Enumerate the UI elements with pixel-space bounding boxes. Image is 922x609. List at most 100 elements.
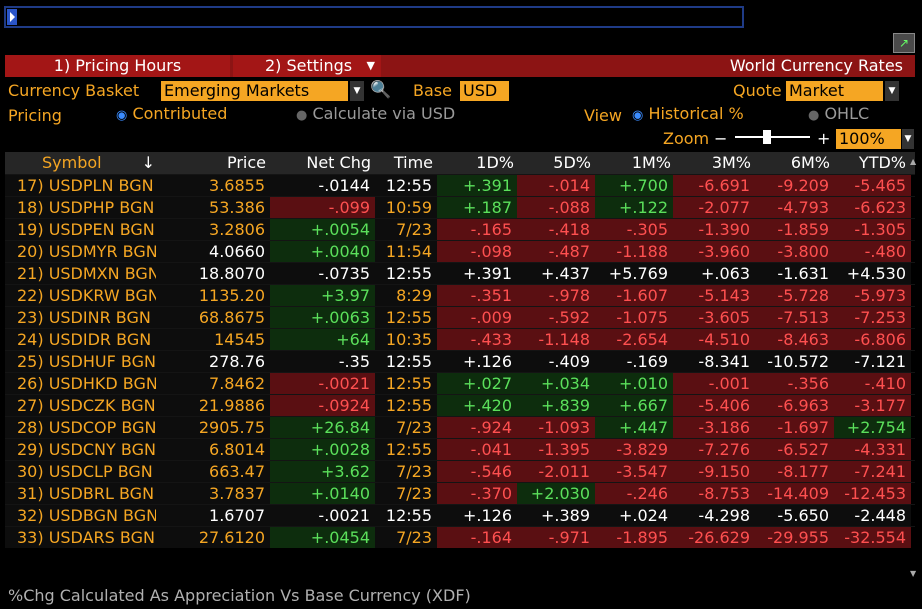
cell-time: 12:55: [375, 373, 437, 394]
cell-d1: -.370: [437, 483, 517, 504]
cell-sym[interactable]: 29) USDCNY BGN: [5, 439, 156, 460]
cell-m1: +.024: [595, 505, 673, 526]
table-row[interactable]: 26) USDHKD BGN 7.8462 -.0021 12:55 +.027 +.03…: [5, 372, 915, 394]
cell-m3: -3.960: [673, 241, 755, 262]
cell-sym[interactable]: 23) USDINR BGN: [5, 307, 156, 328]
base-field[interactable]: USD: [460, 81, 509, 101]
radio-unselected-icon: ●: [808, 108, 820, 123]
cell-sym[interactable]: 24) USDIDR BGN: [5, 329, 156, 350]
cell-d5: -.088: [517, 197, 595, 218]
header-1m[interactable]: 1M%: [631, 153, 671, 172]
chevron-down-icon[interactable]: ▼: [350, 81, 364, 101]
table-row[interactable]: 24) USDIDR BGN 14545 +64 10:35 -.433 -1.148 -2…: [5, 328, 915, 350]
cell-netchg: +64: [270, 329, 375, 350]
view-historical-radio[interactable]: ◉ Historical %: [632, 103, 744, 127]
header-symbol[interactable]: Symbol: [42, 153, 102, 172]
header-1d[interactable]: 1D%: [476, 153, 514, 172]
cell-sym[interactable]: 21) USDMXN BGN: [5, 263, 160, 284]
scroll-down-icon[interactable]: ▼: [910, 569, 917, 578]
cell-d1: +.126: [437, 505, 517, 526]
table-row[interactable]: 20) USDMYR BGN 4.0660 +.0040 11:54 -.098 -.48…: [5, 240, 915, 262]
cell-price: 2905.75: [156, 417, 270, 438]
table-row[interactable]: 18) USDPHP BGN 53.386 -.099 10:59 +.187 -.088…: [5, 196, 915, 218]
radio-selected-icon: ◉: [116, 108, 128, 123]
zoom-out-button[interactable]: −: [714, 129, 728, 148]
table-row[interactable]: 33) USDARS BGN 27.6120 +.0454 7/23 -.164 -.97…: [5, 526, 915, 548]
toolbar: 1) Pricing Hours 2) Settings ▼ World Cur…: [5, 55, 915, 77]
cell-sym[interactable]: 26) USDHKD BGN: [5, 373, 158, 394]
cell-sym[interactable]: 32) USDBGN BGN: [5, 505, 158, 526]
cell-sym[interactable]: 19) USDPEN BGN: [5, 219, 156, 240]
zoom-in-button[interactable]: +: [817, 129, 831, 148]
table-row[interactable]: 17) USDPLN BGN 3.6855 -.0144 12:55 +.391 -.01…: [5, 174, 915, 196]
settings-button[interactable]: 2) Settings ▼: [233, 55, 381, 77]
cell-sym[interactable]: 30) USDCLP BGN: [5, 461, 156, 482]
header-price[interactable]: Price: [226, 153, 266, 172]
cell-sym[interactable]: 27) USDCZK BGN: [5, 395, 156, 416]
quote-dropdown[interactable]: Market: [786, 81, 883, 101]
table-row[interactable]: 30) USDCLP BGN 663.47 +3.62 7/23 -.546 -2.011…: [5, 460, 915, 482]
cell-m6: -8.177: [755, 461, 834, 482]
table-row[interactable]: 23) USDINR BGN 68.8675 +.0063 12:55 -.009 -.5…: [5, 306, 915, 328]
cell-m1: +5.769: [595, 263, 673, 284]
cell-sym[interactable]: 22) USDKRW BGN: [5, 285, 160, 306]
header-netchg[interactable]: Net Chg: [306, 153, 371, 172]
sort-arrow-icon[interactable]: ↓: [141, 153, 155, 172]
table-body: 17) USDPLN BGN 3.6855 -.0144 12:55 +.391 -.01…: [5, 174, 915, 548]
table-row[interactable]: 25) USDHUF BGN 278.76 -.35 12:55 +.126 -.409-…: [5, 350, 915, 372]
header-ytd[interactable]: YTD%: [858, 153, 906, 172]
cell-netchg: +26.84: [270, 417, 375, 438]
cell-m1: +.122: [595, 197, 673, 218]
cell-sym[interactable]: 31) USDBRL BGN: [5, 483, 156, 504]
pricing-hours-button[interactable]: 1) Pricing Hours: [5, 55, 230, 77]
cell-sym[interactable]: 17) USDPLN BGN: [5, 175, 156, 196]
header-3m[interactable]: 3M%: [711, 153, 751, 172]
cell-sym[interactable]: 33) USDARS BGN: [5, 527, 156, 548]
cell-time: 7/23: [375, 461, 437, 482]
currency-basket-dropdown[interactable]: Emerging Markets: [161, 81, 348, 101]
zoom-slider-track[interactable]: [735, 136, 810, 138]
zoom-dropdown[interactable]: 100%: [836, 129, 901, 149]
chevron-down-icon[interactable]: ▼: [902, 129, 914, 149]
export-icon[interactable]: ↗: [893, 33, 915, 53]
cell-price: 3.6855: [156, 175, 270, 196]
cell-sym[interactable]: 25) USDHUF BGN: [5, 351, 156, 372]
zoom-slider-handle[interactable]: [763, 130, 771, 144]
pricing-contributed-radio[interactable]: ◉ Contributed: [116, 103, 227, 127]
table-row[interactable]: 32) USDBGN BGN 1.6707 -.0021 12:55 +.126 +.38…: [5, 504, 915, 526]
header-5d[interactable]: 5D%: [553, 153, 591, 172]
cell-d1: +.187: [437, 197, 517, 218]
cell-m3: -3.605: [673, 307, 755, 328]
view-historical-label: Historical %: [648, 104, 744, 123]
cell-m6: -1.631: [755, 263, 834, 284]
table-row[interactable]: 27) USDCZK BGN 21.9886 -.0924 12:55 +.420 +.8…: [5, 394, 915, 416]
cell-ytd: -7.241: [834, 461, 911, 482]
cell-m6: -5.650: [755, 505, 834, 526]
header-time[interactable]: Time: [393, 153, 433, 172]
scroll-up-icon[interactable]: ▲: [910, 157, 917, 166]
cell-d1: +.391: [437, 263, 517, 284]
command-line-input[interactable]: [4, 6, 744, 28]
cell-d1: -.351: [437, 285, 517, 306]
cell-d1: +.391: [437, 175, 517, 196]
radio-unselected-icon: ●: [296, 108, 308, 123]
pricing-calc-radio[interactable]: ● Calculate via USD: [296, 103, 455, 127]
chevron-down-icon[interactable]: ▼: [885, 81, 899, 101]
cell-sym[interactable]: 28) USDCOP BGN: [5, 417, 156, 438]
cell-sym[interactable]: 20) USDMYR BGN: [5, 241, 158, 262]
table-row[interactable]: 19) USDPEN BGN 3.2806 +.0054 7/23 -.165 -.418…: [5, 218, 915, 240]
cell-sym[interactable]: 18) USDPHP BGN: [5, 197, 156, 218]
table-row[interactable]: 21) USDMXN BGN 18.8070 -.0735 12:55 +.391 +.4…: [5, 262, 915, 284]
cell-ytd: +4.530: [834, 263, 911, 284]
table-row[interactable]: 29) USDCNY BGN 6.8014 +.0028 12:55 -.041 -1.3…: [5, 438, 915, 460]
table-row[interactable]: 31) USDBRL BGN 3.7837 +.0140 7/23 -.370 +2.03…: [5, 482, 915, 504]
search-icon[interactable]: 🔍: [370, 80, 392, 100]
view-ohlc-radio[interactable]: ● OHLC: [808, 103, 869, 127]
cell-m1: -.246: [595, 483, 673, 504]
table-row[interactable]: 22) USDKRW BGN 1135.20 +3.97 8:29 -.351 -.978…: [5, 284, 915, 306]
footer-note: %Chg Calculated As Appreciation Vs Base …: [8, 586, 471, 605]
header-6m[interactable]: 6M%: [790, 153, 830, 172]
cell-m3: -2.077: [673, 197, 755, 218]
table-row[interactable]: 28) USDCOP BGN 2905.75 +26.84 7/23 -.924 -1.0…: [5, 416, 915, 438]
view-ohlc-label: OHLC: [824, 104, 870, 123]
